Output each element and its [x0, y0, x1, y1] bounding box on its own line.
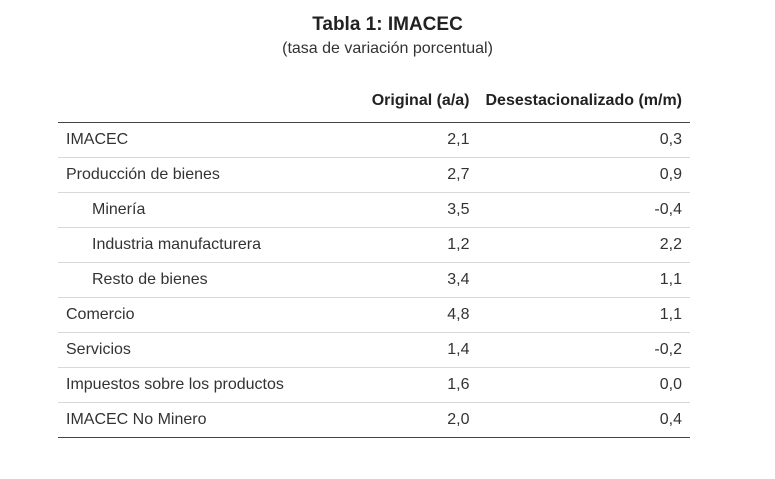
row-label: Impuestos sobre los productos: [58, 367, 342, 403]
table-row: Servicios 1,4 -0,2: [58, 332, 690, 368]
row-label: Servicios: [58, 332, 342, 368]
row-original-value: 2,1: [341, 122, 478, 158]
row-original-value: 2,0: [341, 402, 478, 438]
header-original: Original (a/a): [341, 80, 478, 123]
row-desest-value: -0,2: [477, 332, 690, 368]
row-original-value: 3,5: [341, 192, 478, 228]
row-label: Comercio: [58, 297, 342, 333]
row-label: Minería: [58, 192, 342, 228]
row-original-value: 3,4: [341, 262, 478, 298]
table-row: Industria manufacturera 1,2 2,2: [58, 227, 690, 263]
row-label: IMACEC No Minero: [58, 402, 342, 438]
table-row: Impuestos sobre los productos 1,6 0,0: [58, 367, 690, 403]
row-desest-value: 2,2: [477, 227, 690, 263]
table-row: IMACEC 2,1 0,3: [58, 122, 690, 158]
table-header: Original (a/a) Desestacionalizado (m/m): [58, 80, 690, 123]
row-original-value: 1,2: [341, 227, 478, 263]
row-label: IMACEC: [58, 122, 342, 158]
row-original-value: 1,4: [341, 332, 478, 368]
row-desest-value: 1,1: [477, 262, 690, 298]
imacec-table: Original (a/a) Desestacionalizado (m/m) …: [58, 80, 690, 438]
row-desest-value: 1,1: [477, 297, 690, 333]
table-row: Producción de bienes 2,7 0,9: [58, 157, 690, 193]
row-desest-value: 0,9: [477, 157, 690, 193]
row-original-value: 1,6: [341, 367, 478, 403]
table-row: IMACEC No Minero 2,0 0,4: [58, 402, 690, 438]
header-desestacionalizado: Desestacionalizado (m/m): [477, 80, 690, 123]
row-label: Industria manufacturera: [58, 227, 342, 263]
row-original-value: 4,8: [341, 297, 478, 333]
row-desest-value: 0,3: [477, 122, 690, 158]
table-title: Tabla 1: IMACEC: [312, 14, 463, 35]
table-subtitle: (tasa de variación porcentual): [282, 40, 493, 57]
table-row: Comercio 4,8 1,1: [58, 297, 690, 333]
row-desest-value: 0,4: [477, 402, 690, 438]
table-body: IMACEC 2,1 0,3 Producción de bienes 2,7 …: [58, 122, 690, 438]
row-desest-value: -0,4: [477, 192, 690, 228]
table-row: Resto de bienes 3,4 1,1: [58, 262, 690, 298]
row-original-value: 2,7: [341, 157, 478, 193]
row-desest-value: 0,0: [477, 367, 690, 403]
table-row: Minería 3,5 -0,4: [58, 192, 690, 228]
row-label: Resto de bienes: [58, 262, 342, 298]
header-label: [58, 80, 342, 123]
row-label: Producción de bienes: [58, 157, 342, 193]
header-row: Original (a/a) Desestacionalizado (m/m): [58, 80, 690, 123]
